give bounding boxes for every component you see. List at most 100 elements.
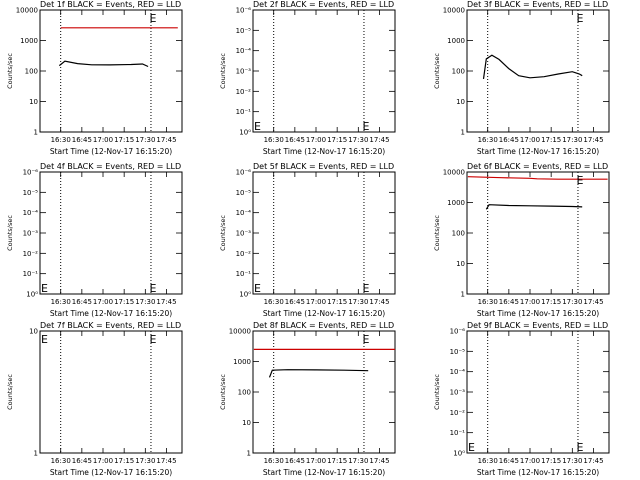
plot-frame [39, 330, 183, 454]
x-tick-label: 16:30 [264, 457, 284, 465]
event-marker-label: E [254, 282, 261, 295]
plot-frame [39, 171, 183, 295]
x-axis-label: Start Time (12-Nov-17 16:15:20) [263, 309, 385, 318]
plot-panel: Det 3f BLACK = Events, RED = LLD Counts/s… [433, 0, 610, 156]
x-tick-label: 16:45 [72, 136, 92, 144]
plot-panel: Det 4f BLACK = Events, RED = LLD Counts/s… [6, 162, 183, 318]
y-axis-label: Counts/sec [433, 374, 441, 410]
y-tick-label: 10 [242, 419, 251, 427]
events-series-line [268, 369, 369, 378]
y-tick-label: 100 [238, 389, 251, 397]
y-tick-label: 1000 [447, 37, 465, 45]
x-tick-label: 16:30 [264, 136, 284, 144]
x-tick-label: 17:45 [156, 298, 176, 306]
y-tick-label: 10⁻⁵ [236, 189, 252, 197]
x-tick-label: 16:30 [51, 457, 71, 465]
x-tick-label: 17:15 [114, 457, 134, 465]
x-axis-label: Start Time (12-Nov-17 16:15:20) [50, 147, 172, 156]
x-tick-label: 17:15 [114, 136, 134, 144]
y-tick-label: 10⁻² [23, 250, 39, 258]
y-tick-label: 100 [452, 230, 465, 238]
plot-title: Det 4f BLACK = Events, RED = LLD [40, 162, 181, 171]
x-tick-label: 16:30 [478, 136, 498, 144]
y-tick-label: 10⁻⁵ [23, 189, 39, 197]
x-tick-label: 16:30 [478, 457, 498, 465]
y-tick-label: 10⁰ [239, 291, 251, 299]
y-tick-label: 10⁻⁶ [236, 7, 252, 15]
y-axis-label: Counts/sec [219, 374, 227, 410]
y-axis-label: Counts/sec [6, 215, 14, 251]
plot-title: Det 8f BLACK = Events, RED = LLD [253, 321, 394, 330]
events-series-line [58, 60, 149, 68]
x-tick-label: 16:45 [72, 298, 92, 306]
x-tick-label: 17:30 [348, 298, 368, 306]
x-tick-label: 16:45 [285, 457, 305, 465]
y-tick-label: 10 [29, 328, 38, 336]
x-tick-label: 17:30 [348, 136, 368, 144]
y-tick-label: 10⁻⁵ [450, 348, 466, 356]
y-tick-label: 10000 [229, 328, 251, 336]
plot-frame [252, 9, 396, 133]
event-marker-label: E [254, 120, 261, 133]
y-tick-label: 10⁰ [453, 450, 465, 458]
x-tick-label: 17:00 [520, 298, 540, 306]
x-tick-label: 17:30 [135, 136, 155, 144]
x-tick-label: 16:30 [51, 136, 71, 144]
y-tick-label: 1 [34, 450, 38, 458]
plot-panel: Det 7f BLACK = Events, RED = LLD Counts/s… [6, 321, 183, 477]
x-tick-label: 17:00 [93, 136, 113, 144]
plot-panel: Det 6f BLACK = Events, RED = LLD Counts/s… [433, 162, 610, 318]
plot-title: Det 1f BLACK = Events, RED = LLD [40, 0, 181, 9]
plot-title: Det 6f BLACK = Events, RED = LLD [467, 162, 608, 171]
x-axis-label: Start Time (12-Nov-17 16:15:20) [263, 468, 385, 477]
plot-title: Det 3f BLACK = Events, RED = LLD [467, 0, 608, 9]
x-tick-label: 17:45 [583, 457, 603, 465]
y-axis-label: Counts/sec [6, 53, 14, 89]
x-tick-label: 17:15 [114, 298, 134, 306]
lld-series-line [467, 176, 608, 180]
plot-frame [466, 330, 610, 454]
y-tick-label: 10⁰ [26, 291, 38, 299]
y-tick-label: 1 [461, 129, 465, 137]
y-tick-label: 10⁰ [239, 129, 251, 137]
x-tick-label: 17:15 [541, 457, 561, 465]
events-series-line [485, 204, 583, 210]
x-axis-label: Start Time (12-Nov-17 16:15:20) [50, 309, 172, 318]
y-tick-label: 10⁻³ [236, 68, 252, 76]
y-axis-label: Counts/sec [433, 53, 441, 89]
event-marker-label: E [363, 120, 370, 133]
event-marker-label: E [577, 441, 584, 454]
x-axis-label: Start Time (12-Nov-17 16:15:20) [477, 309, 599, 318]
x-tick-label: 17:15 [541, 136, 561, 144]
y-tick-label: 10⁻⁴ [450, 368, 466, 376]
x-tick-label: 16:45 [499, 457, 519, 465]
x-tick-label: 17:00 [306, 457, 326, 465]
plot-title: Det 2f BLACK = Events, RED = LLD [253, 0, 394, 9]
x-tick-label: 16:45 [499, 298, 519, 306]
y-tick-label: 1000 [233, 358, 251, 366]
y-tick-label: 10⁻³ [23, 230, 39, 238]
y-tick-label: 1000 [447, 199, 465, 207]
x-tick-label: 16:45 [72, 457, 92, 465]
plot-frame [252, 171, 396, 295]
plot-panel: Det 9f BLACK = Events, RED = LLD Counts/s… [433, 321, 610, 477]
event-marker-label: E [150, 282, 157, 295]
y-tick-label: 10⁻⁴ [236, 47, 252, 55]
x-axis-label: Start Time (12-Nov-17 16:15:20) [263, 147, 385, 156]
x-axis-label: Start Time (12-Nov-17 16:15:20) [50, 468, 172, 477]
y-tick-label: 1000 [20, 37, 38, 45]
y-tick-label: 10 [29, 98, 38, 106]
plot-frame [466, 9, 610, 133]
x-tick-label: 17:15 [327, 457, 347, 465]
y-tick-label: 100 [25, 68, 38, 76]
y-tick-label: 10⁻² [450, 409, 466, 417]
y-tick-label: 10000 [443, 169, 465, 177]
x-tick-label: 17:45 [583, 136, 603, 144]
plot-panel: Det 5f BLACK = Events, RED = LLD Counts/s… [219, 162, 396, 318]
y-tick-label: 10⁻⁴ [236, 209, 252, 217]
y-tick-label: 10⁻¹ [236, 108, 252, 116]
x-tick-label: 17:45 [369, 298, 389, 306]
y-tick-label: 10000 [443, 7, 465, 15]
x-axis-label: Start Time (12-Nov-17 16:15:20) [477, 147, 599, 156]
